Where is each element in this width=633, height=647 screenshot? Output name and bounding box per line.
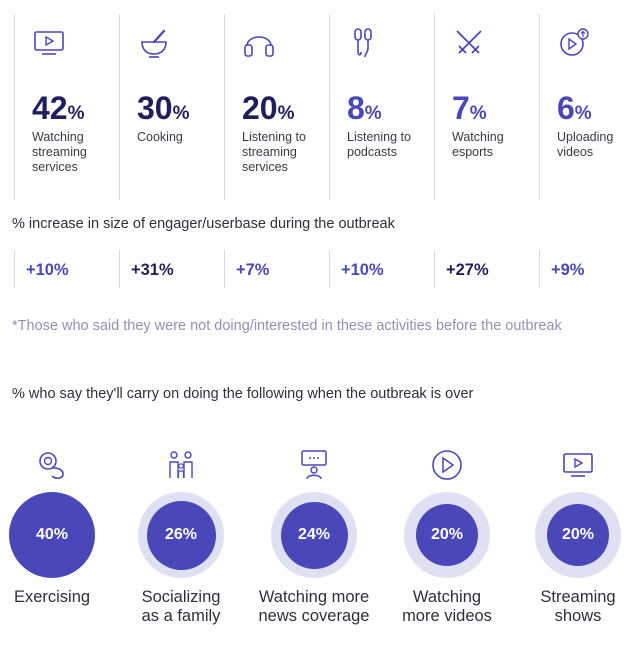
label-line: Streaming — [540, 588, 616, 606]
increase-row: +10% +31% +7% +10% +27% +9% — [14, 250, 633, 288]
label-line: Exercising — [13, 588, 91, 606]
activity-percent: 6% — [557, 90, 592, 126]
tv-icon — [34, 31, 64, 55]
divider — [329, 14, 330, 200]
activity-esports: 7% Watching esports — [434, 14, 539, 200]
increase-value: +10% — [341, 261, 384, 279]
increase-cell: +10% — [14, 250, 119, 288]
increase-value: +10% — [26, 261, 69, 279]
activity-label: Listening to podcasts — [347, 130, 411, 159]
label-line: Watching more — [258, 588, 370, 606]
increase-cell: +31% — [119, 250, 224, 288]
activity-percent: 7% — [452, 90, 487, 126]
category-label: Exercising — [0, 588, 117, 607]
activity-label: Cooking — [137, 130, 183, 144]
news-icon — [301, 450, 327, 480]
category-label: Socializing as a family — [116, 588, 246, 626]
activity-columns: 42% Watching streaming services 30% Cook… — [14, 14, 633, 200]
value-ring: 24% — [271, 492, 357, 578]
carry-item-videos: 20% Watching more videos — [382, 448, 512, 638]
upload-video-icon — [560, 28, 589, 56]
activity-percent: 20% — [242, 90, 295, 126]
value-disc: 20% — [416, 504, 478, 566]
divider — [329, 250, 330, 288]
category-label: Watching more videos — [382, 588, 512, 626]
value-disc: 26% — [146, 500, 216, 570]
activity-cooking: 30% Cooking — [119, 14, 224, 200]
activity-label: Uploading videos — [557, 130, 614, 159]
label-line: as a family — [141, 607, 221, 625]
divider — [434, 14, 435, 200]
family-icon — [169, 451, 193, 478]
carry-item-socializing: 26% Socializing as a family — [116, 448, 246, 638]
category-label: Watching more news coverage — [249, 588, 379, 626]
increase-value: +7% — [236, 261, 270, 279]
value-ring: 20% — [404, 492, 490, 578]
label-line: shows — [554, 607, 602, 625]
increase-cell: +27% — [434, 250, 539, 288]
value-disc: 20% — [547, 504, 609, 566]
value-ring: 40% — [9, 492, 95, 578]
value-disc: 24% — [280, 501, 348, 569]
carry-item-exercising: 40% Exercising — [0, 448, 117, 638]
increase-value: +27% — [446, 261, 489, 279]
carry-on-subtitle: % who say they'll carry on doing the fol… — [12, 386, 474, 402]
activity-label: Listening to streaming services — [242, 130, 306, 174]
category-label: Streaming shows — [513, 588, 633, 626]
divider — [119, 14, 120, 200]
increase-cell: +9% — [539, 250, 633, 288]
tv-icon — [563, 453, 593, 477]
carry-item-streaming: 20% Streaming shows — [513, 448, 633, 638]
carry-item-news: 24% Watching more news coverage — [249, 448, 379, 638]
label-line: news coverage — [258, 607, 370, 625]
activity-listening-streaming: 20% Listening to streaming services — [224, 14, 329, 200]
exercise-icon — [39, 452, 64, 479]
increase-value: +9% — [551, 261, 585, 279]
divider — [224, 14, 225, 200]
headphones-icon — [244, 36, 274, 57]
activity-percent: 30% — [137, 90, 190, 126]
activity-watching-streaming: 42% Watching streaming services — [14, 14, 119, 200]
footnote: *Those who said they were not doing/inte… — [12, 318, 562, 334]
activity-label: Watching esports — [452, 130, 504, 159]
increase-cell: +7% — [224, 250, 329, 288]
label-line: Watching — [412, 588, 482, 606]
activity-podcasts: 8% Listening to podcasts — [329, 14, 434, 200]
increase-value: +31% — [131, 261, 174, 279]
divider — [539, 250, 540, 288]
crossed-swords-icon — [456, 30, 482, 54]
value-disc: 40% — [9, 492, 95, 578]
activity-percent: 8% — [347, 90, 382, 126]
activity-label: Watching streaming services — [32, 130, 87, 174]
value-ring: 26% — [138, 492, 224, 578]
divider — [14, 14, 15, 200]
mortar-pestle-icon — [141, 29, 167, 58]
divider — [434, 250, 435, 288]
divider — [224, 250, 225, 288]
value-ring: 20% — [535, 492, 621, 578]
activity-uploading-videos: 6% Uploading videos — [539, 14, 633, 200]
divider — [119, 250, 120, 288]
increase-cell: +10% — [329, 250, 434, 288]
label-line: more videos — [402, 607, 492, 625]
label-line: Socializing — [141, 588, 221, 606]
divider — [14, 250, 15, 288]
divider — [539, 14, 540, 200]
earphones-icon — [354, 28, 372, 58]
increase-subtitle: % increase in size of engager/userbase d… — [12, 216, 395, 232]
activity-percent: 42% — [32, 90, 85, 126]
play-icon — [432, 450, 462, 480]
